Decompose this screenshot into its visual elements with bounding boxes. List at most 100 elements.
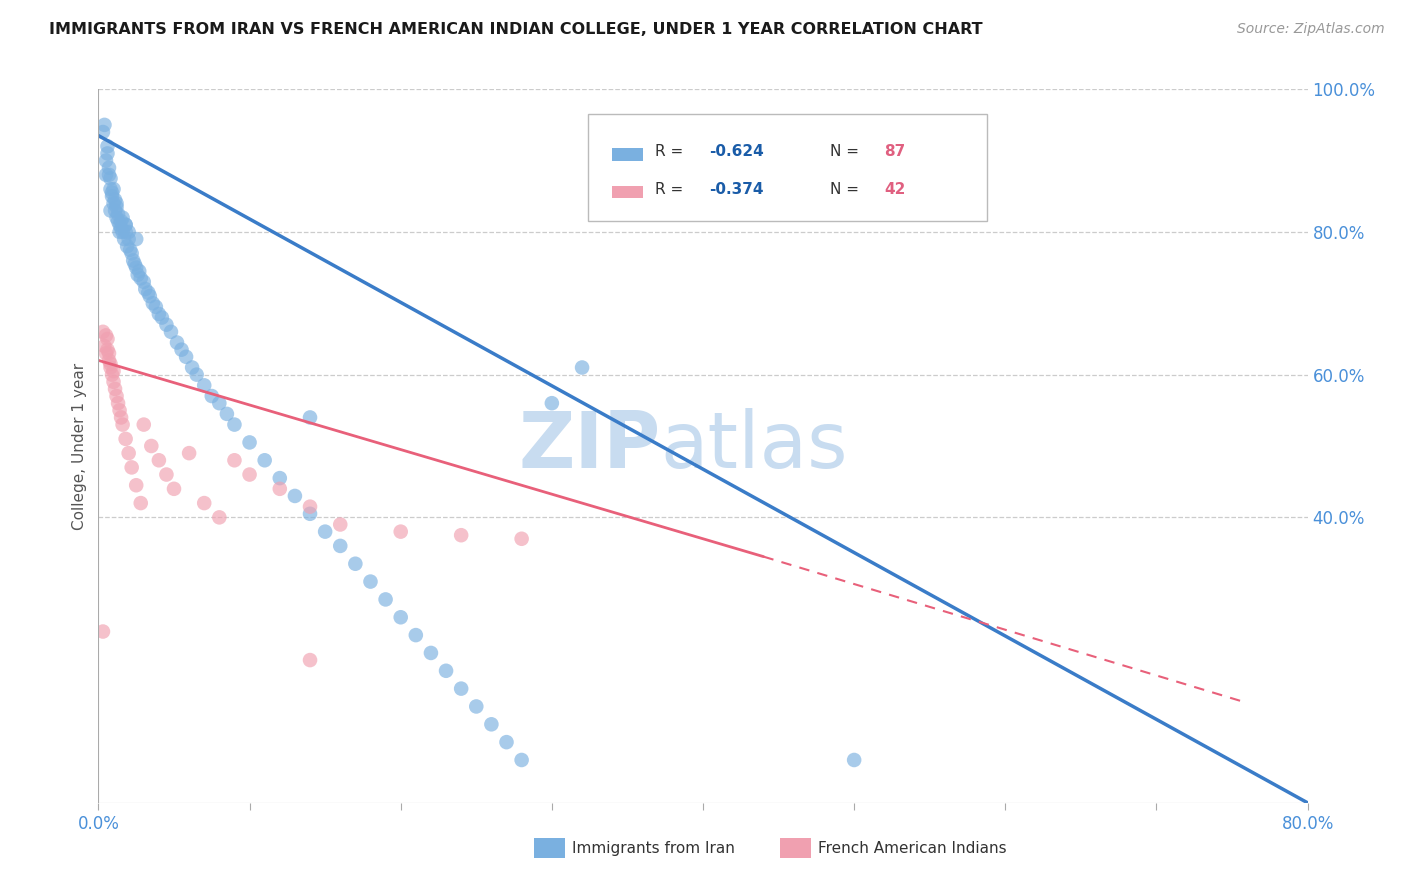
Point xyxy=(104,193,127,207)
Point xyxy=(114,432,136,446)
Point xyxy=(94,346,117,360)
Point xyxy=(389,610,412,624)
Y-axis label: College, Under 1 year: College, Under 1 year xyxy=(72,362,87,530)
Point xyxy=(170,343,193,357)
Point xyxy=(224,417,246,432)
Text: R =: R = xyxy=(655,182,688,197)
Point xyxy=(208,396,231,410)
Point xyxy=(107,214,129,228)
Point xyxy=(98,168,121,182)
Point xyxy=(344,557,367,571)
Point xyxy=(299,500,322,514)
Text: IMMIGRANTS FROM IRAN VS FRENCH AMERICAN INDIAN COLLEGE, UNDER 1 YEAR CORRELATION: IMMIGRANTS FROM IRAN VS FRENCH AMERICAN … xyxy=(49,22,983,37)
Point xyxy=(105,211,128,225)
Point xyxy=(94,328,117,343)
Point xyxy=(374,592,396,607)
Point xyxy=(114,225,136,239)
Point xyxy=(299,653,322,667)
Text: N =: N = xyxy=(830,145,863,160)
Text: 42: 42 xyxy=(884,182,905,197)
Point xyxy=(103,182,125,196)
Point xyxy=(132,417,155,432)
Point xyxy=(100,171,122,186)
Point xyxy=(118,232,141,246)
Point xyxy=(134,282,156,296)
Point xyxy=(108,403,131,417)
Point xyxy=(103,375,125,389)
Point xyxy=(465,699,488,714)
Point xyxy=(120,243,142,257)
Point xyxy=(208,510,231,524)
Point xyxy=(510,753,533,767)
Point xyxy=(186,368,208,382)
Text: 87: 87 xyxy=(884,145,905,160)
Point xyxy=(103,196,125,211)
Point xyxy=(110,221,132,235)
Point xyxy=(163,482,186,496)
Point xyxy=(98,353,121,368)
Point xyxy=(129,496,152,510)
Point xyxy=(100,203,122,218)
Point xyxy=(98,346,121,360)
Point xyxy=(125,232,148,246)
Point xyxy=(299,410,322,425)
Point xyxy=(118,225,141,239)
Point xyxy=(215,407,238,421)
Point xyxy=(360,574,382,589)
Point xyxy=(141,439,163,453)
Point xyxy=(132,275,155,289)
Point xyxy=(94,168,117,182)
Point xyxy=(121,246,143,260)
Text: atlas: atlas xyxy=(661,408,848,484)
Point xyxy=(179,446,201,460)
Point xyxy=(91,624,114,639)
Point xyxy=(389,524,412,539)
Point xyxy=(107,396,129,410)
Point xyxy=(128,264,150,278)
Point xyxy=(450,681,472,696)
Point xyxy=(100,357,122,371)
Text: Source: ZipAtlas.com: Source: ZipAtlas.com xyxy=(1237,22,1385,37)
Point xyxy=(239,467,262,482)
Point xyxy=(101,368,124,382)
Point xyxy=(104,203,127,218)
Point xyxy=(104,382,127,396)
Point xyxy=(105,200,128,214)
Point xyxy=(122,253,145,268)
FancyBboxPatch shape xyxy=(588,114,987,221)
Point xyxy=(201,389,224,403)
Point xyxy=(111,211,134,225)
Point xyxy=(124,257,146,271)
Point xyxy=(420,646,443,660)
Point xyxy=(101,189,124,203)
Point xyxy=(105,389,128,403)
Point xyxy=(434,664,457,678)
Point xyxy=(101,186,124,200)
Point xyxy=(145,300,167,314)
Point xyxy=(844,753,866,767)
Point xyxy=(571,360,593,375)
Point xyxy=(139,289,162,303)
Point xyxy=(114,218,136,232)
Text: Immigrants from Iran: Immigrants from Iran xyxy=(572,841,735,855)
Point xyxy=(111,417,134,432)
Point xyxy=(103,364,125,378)
Point xyxy=(96,139,118,153)
Point xyxy=(112,232,135,246)
Point xyxy=(193,378,215,392)
Point xyxy=(155,318,177,332)
Point xyxy=(160,325,183,339)
Text: ZIP: ZIP xyxy=(519,408,661,484)
Point xyxy=(100,182,122,196)
Point xyxy=(181,360,204,375)
Point xyxy=(299,507,322,521)
Bar xyxy=(613,186,643,198)
Point xyxy=(100,360,122,375)
Point xyxy=(329,539,352,553)
Point xyxy=(136,285,159,300)
Point xyxy=(510,532,533,546)
Point xyxy=(105,196,128,211)
Point xyxy=(93,339,115,353)
Bar xyxy=(613,148,643,161)
Point xyxy=(118,446,141,460)
